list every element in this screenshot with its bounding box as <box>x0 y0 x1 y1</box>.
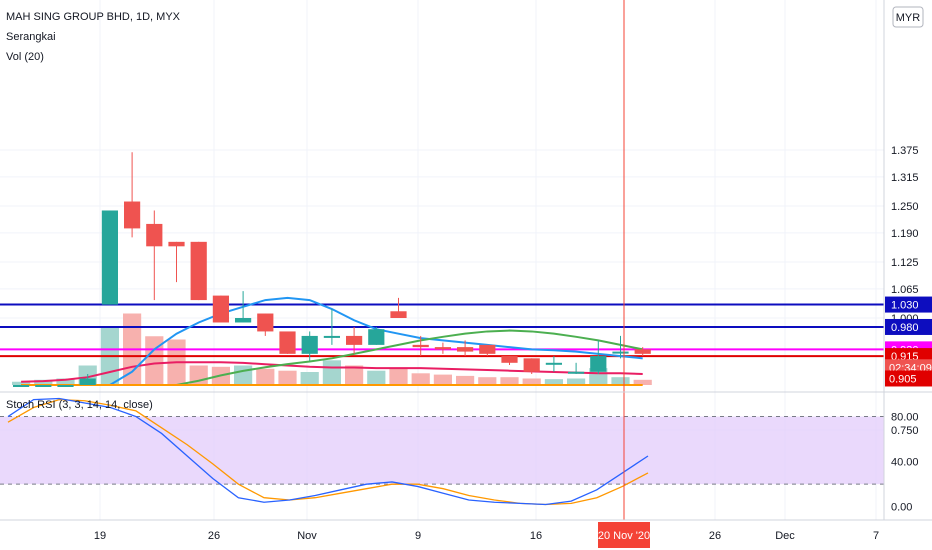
gridlines <box>0 0 884 520</box>
candle-body <box>168 241 185 247</box>
candle-body <box>257 313 274 332</box>
time-axis[interactable]: 19 26 Nov 9 16 20 Nov '20 26 Dec 7 <box>94 522 879 548</box>
candles <box>13 152 651 387</box>
candle-body <box>57 385 74 387</box>
price-level-badge <box>885 318 932 335</box>
stoch-k-line <box>7 397 649 506</box>
price-tick-label: 1.065 <box>891 284 919 296</box>
candle-body <box>612 351 629 354</box>
stoch-tick-label: 0.00 <box>891 502 912 514</box>
candle-body <box>501 356 518 363</box>
stoch-tick-label: 80.00 <box>891 412 919 424</box>
candle-body <box>568 371 585 374</box>
price-level-label: 1.030 <box>891 300 919 312</box>
candle-body <box>301 335 318 354</box>
candle-body <box>13 385 30 387</box>
candle-body <box>146 223 163 247</box>
candle-body <box>79 378 96 385</box>
candle-body <box>346 335 363 345</box>
candle-body <box>279 331 296 354</box>
indicator-volume[interactable]: Vol (20) <box>6 51 44 63</box>
volume-bar <box>389 368 408 385</box>
volume-bar <box>56 378 75 385</box>
time-tick-label: Nov <box>297 530 317 542</box>
candle-body <box>412 344 429 348</box>
indicator-serangkai[interactable]: Serangkai <box>6 31 56 43</box>
volume-bar <box>322 360 341 385</box>
candle-body <box>124 201 141 229</box>
time-tick-label: 26 <box>208 530 220 542</box>
price-axis[interactable]: 1.3751.3151.2501.1901.1251.0651.0000.750… <box>885 145 932 514</box>
time-tick-label: 19 <box>94 530 106 542</box>
time-tick-label: 9 <box>415 530 421 542</box>
time-tick-label: Dec <box>775 530 795 542</box>
candle-body <box>590 356 607 372</box>
currency-label: MYR <box>896 12 921 24</box>
candle-body <box>523 358 540 372</box>
candle-body <box>323 335 340 338</box>
stoch-tick-label: 40.00 <box>891 457 919 469</box>
price-tick-label: 1.125 <box>891 257 919 269</box>
volume-bar <box>433 374 452 385</box>
crosshair-date-label: 20 Nov '20 <box>598 530 650 542</box>
candle-body <box>368 329 385 345</box>
volume-bar <box>12 381 31 385</box>
price-badge-label: 0.905 <box>889 373 917 385</box>
price-tick-label: 1.375 <box>891 145 919 157</box>
volume-bar <box>567 378 586 385</box>
price-tick-label: 1.315 <box>891 172 919 184</box>
stoch-lines <box>7 397 649 506</box>
volume-bar <box>611 377 630 385</box>
candle-body <box>212 295 229 323</box>
volume-bar <box>456 375 475 385</box>
volume-bar <box>522 378 541 385</box>
price-level-label: 0.980 <box>891 322 919 334</box>
candle-body <box>479 344 496 354</box>
price-tick-label: 1.190 <box>891 228 919 240</box>
candle-body <box>35 385 52 387</box>
price-badge <box>885 370 932 387</box>
time-tick-label: 7 <box>873 530 879 542</box>
volume-bar <box>234 365 253 385</box>
symbol-title: MAH SING GROUP BHD, 1D, MYX <box>6 11 181 23</box>
volume-bars <box>12 313 652 385</box>
stoch-rsi-title[interactable]: Stoch RSI (3, 3, 14, 14, close) <box>6 399 153 411</box>
candle-body <box>634 349 651 354</box>
candle-body <box>434 347 451 350</box>
currency-badge[interactable] <box>892 6 924 28</box>
candle-body <box>390 311 407 318</box>
candle-body <box>545 362 562 365</box>
volume-bar <box>34 379 53 385</box>
price-level-badge <box>885 296 932 313</box>
volume-bar <box>278 370 297 385</box>
crosshair-date-badge <box>598 522 650 548</box>
volume-bar <box>500 377 519 385</box>
volume-bar <box>633 379 652 385</box>
price-tick-label: 0.750 <box>891 425 919 437</box>
volume-bar <box>300 372 319 385</box>
stoch-band <box>0 416 884 485</box>
candle-body <box>101 210 118 305</box>
candle-body <box>190 241 207 301</box>
time-tick-label: 16 <box>530 530 542 542</box>
volume-bar <box>544 379 563 385</box>
volume-bar <box>478 377 497 385</box>
candle-body <box>457 347 474 352</box>
candle-body <box>235 318 252 323</box>
price-tick-label: 1.250 <box>891 201 919 213</box>
volume-bar <box>145 336 164 385</box>
volume-bar <box>256 368 275 385</box>
volume-bar <box>367 370 386 385</box>
volume-bar <box>411 373 430 385</box>
stoch-band-fill <box>0 416 884 485</box>
volume-bar <box>345 365 364 385</box>
time-tick-label: 26 <box>709 530 721 542</box>
